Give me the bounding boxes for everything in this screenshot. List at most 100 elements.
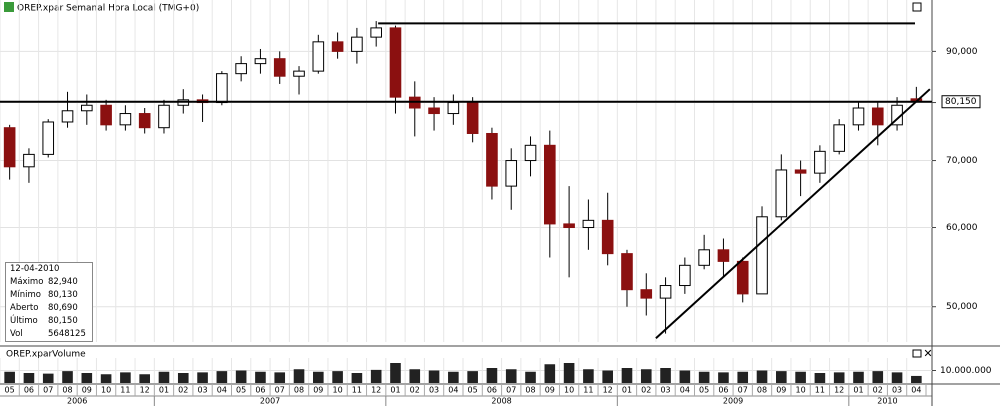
- info-text: 12-04-2010: [10, 264, 60, 274]
- volume-bar: [718, 372, 729, 383]
- volume-bar: [602, 370, 613, 383]
- x-tick-label: 01: [390, 386, 400, 395]
- volume-bar: [756, 370, 768, 383]
- volume-bar: [486, 368, 498, 383]
- candle-body: [814, 150, 826, 174]
- candle-body: [351, 36, 363, 52]
- info-text: Mínimo: [10, 290, 41, 300]
- y-tick-label: 90,000: [946, 47, 978, 57]
- volume-bar: [448, 371, 459, 383]
- info-text: 80,690: [48, 303, 78, 313]
- maximize-button[interactable]: [912, 349, 922, 358]
- volume-bar: [62, 371, 73, 383]
- x-tick-label: 11: [352, 386, 362, 395]
- candle-body: [833, 124, 845, 152]
- volume-bar: [640, 369, 652, 383]
- volume-bar: [120, 372, 131, 383]
- info-row: Máximo 82,940: [6, 276, 92, 289]
- volume-bar: [660, 368, 671, 383]
- volume-bar: [158, 371, 170, 383]
- candle-body: [466, 102, 479, 134]
- candle-body: [447, 102, 460, 115]
- candle-body: [158, 104, 170, 129]
- x-tick-label: 02: [410, 386, 420, 395]
- volume-bar: [505, 369, 517, 383]
- x-tick-label: 09: [313, 386, 323, 395]
- price-label: 80,150: [945, 97, 977, 107]
- candle-body: [659, 285, 672, 299]
- info-text: Último: [10, 316, 38, 326]
- x-tick-label: 05: [5, 386, 15, 395]
- info-box: 12-04-2010 Máximo 82,940 Mínimo 80,130 Aberto…: [5, 262, 93, 342]
- x-tick-label: 04: [680, 386, 690, 395]
- x-tick-label: 02: [641, 386, 651, 395]
- y-tick-label: 70,000: [946, 156, 978, 166]
- volume-bar: [467, 371, 478, 383]
- x-tick-label: 12: [140, 386, 150, 395]
- y-tick-label: 10.000.000: [940, 366, 992, 376]
- x-tick-label: 12: [603, 386, 613, 395]
- candle-body: [42, 121, 55, 155]
- volume-bar: [891, 372, 903, 383]
- x-tick-label: 05: [699, 386, 709, 395]
- candle-body: [544, 144, 556, 225]
- volume-title: OREP.xparVolume: [6, 350, 86, 360]
- x-tick-label: 11: [583, 386, 593, 395]
- x-tick-label: 03: [429, 386, 439, 395]
- info-text: Vol: [10, 329, 23, 339]
- volume-bar: [313, 371, 324, 383]
- candle-body: [852, 107, 865, 126]
- info-row: Último 80,150: [6, 315, 92, 328]
- candle-body: [775, 169, 788, 218]
- x-tick-label: 09: [545, 386, 555, 395]
- maximize-button[interactable]: [912, 2, 922, 12]
- candle-body: [61, 110, 74, 123]
- x-tick-label: 03: [892, 386, 902, 395]
- close-button[interactable]: ✕: [923, 347, 932, 360]
- candle-body: [736, 260, 749, 295]
- volume-bar: [525, 371, 536, 383]
- x-tick-label: 09: [82, 386, 92, 395]
- x-tick-label: 06: [255, 386, 265, 395]
- year-label: 2007: [260, 397, 280, 406]
- candle-body: [235, 63, 247, 75]
- candle-body: [717, 249, 730, 262]
- candle-body: [254, 58, 267, 65]
- year-label: 2010: [877, 397, 897, 406]
- info-text: 80,130: [48, 290, 78, 300]
- info-text: Máximo: [10, 277, 44, 287]
- volume-bar: [274, 372, 286, 383]
- volume-bar: [911, 375, 922, 383]
- x-tick-label: 06: [487, 386, 497, 395]
- x-tick-label: 01: [159, 386, 169, 395]
- x-tick-label: 04: [911, 386, 921, 395]
- y-tick-label: 60,000: [946, 223, 978, 233]
- volume-bar: [737, 371, 749, 383]
- candle-body: [563, 223, 575, 229]
- volume-bar: [23, 373, 35, 383]
- candle-body: [486, 132, 498, 187]
- x-tick-label: 09: [776, 386, 786, 395]
- volume-bar: [139, 374, 150, 383]
- x-tick-label: 05: [468, 386, 478, 395]
- x-tick-label: 07: [738, 386, 748, 395]
- volume-bar: [4, 371, 15, 383]
- info-text: 5648125: [48, 329, 86, 339]
- x-tick-label: 11: [815, 386, 825, 395]
- candle-body: [293, 70, 305, 77]
- candle-body: [23, 153, 35, 168]
- candle-body: [698, 249, 710, 266]
- candle-body: [312, 41, 325, 72]
- candle-body: [3, 127, 16, 168]
- x-tick-label: 01: [853, 386, 863, 395]
- x-tick-label: 08: [757, 386, 767, 395]
- y-tick-label: 50,000: [946, 302, 978, 312]
- x-tick-label: 06: [718, 386, 728, 395]
- volume-bar: [42, 373, 54, 383]
- volume-bar: [390, 363, 401, 383]
- info-text: Aberto: [10, 303, 39, 313]
- x-tick-label: 07: [275, 386, 285, 395]
- volume-bar: [197, 372, 208, 383]
- volume-bar: [853, 371, 864, 383]
